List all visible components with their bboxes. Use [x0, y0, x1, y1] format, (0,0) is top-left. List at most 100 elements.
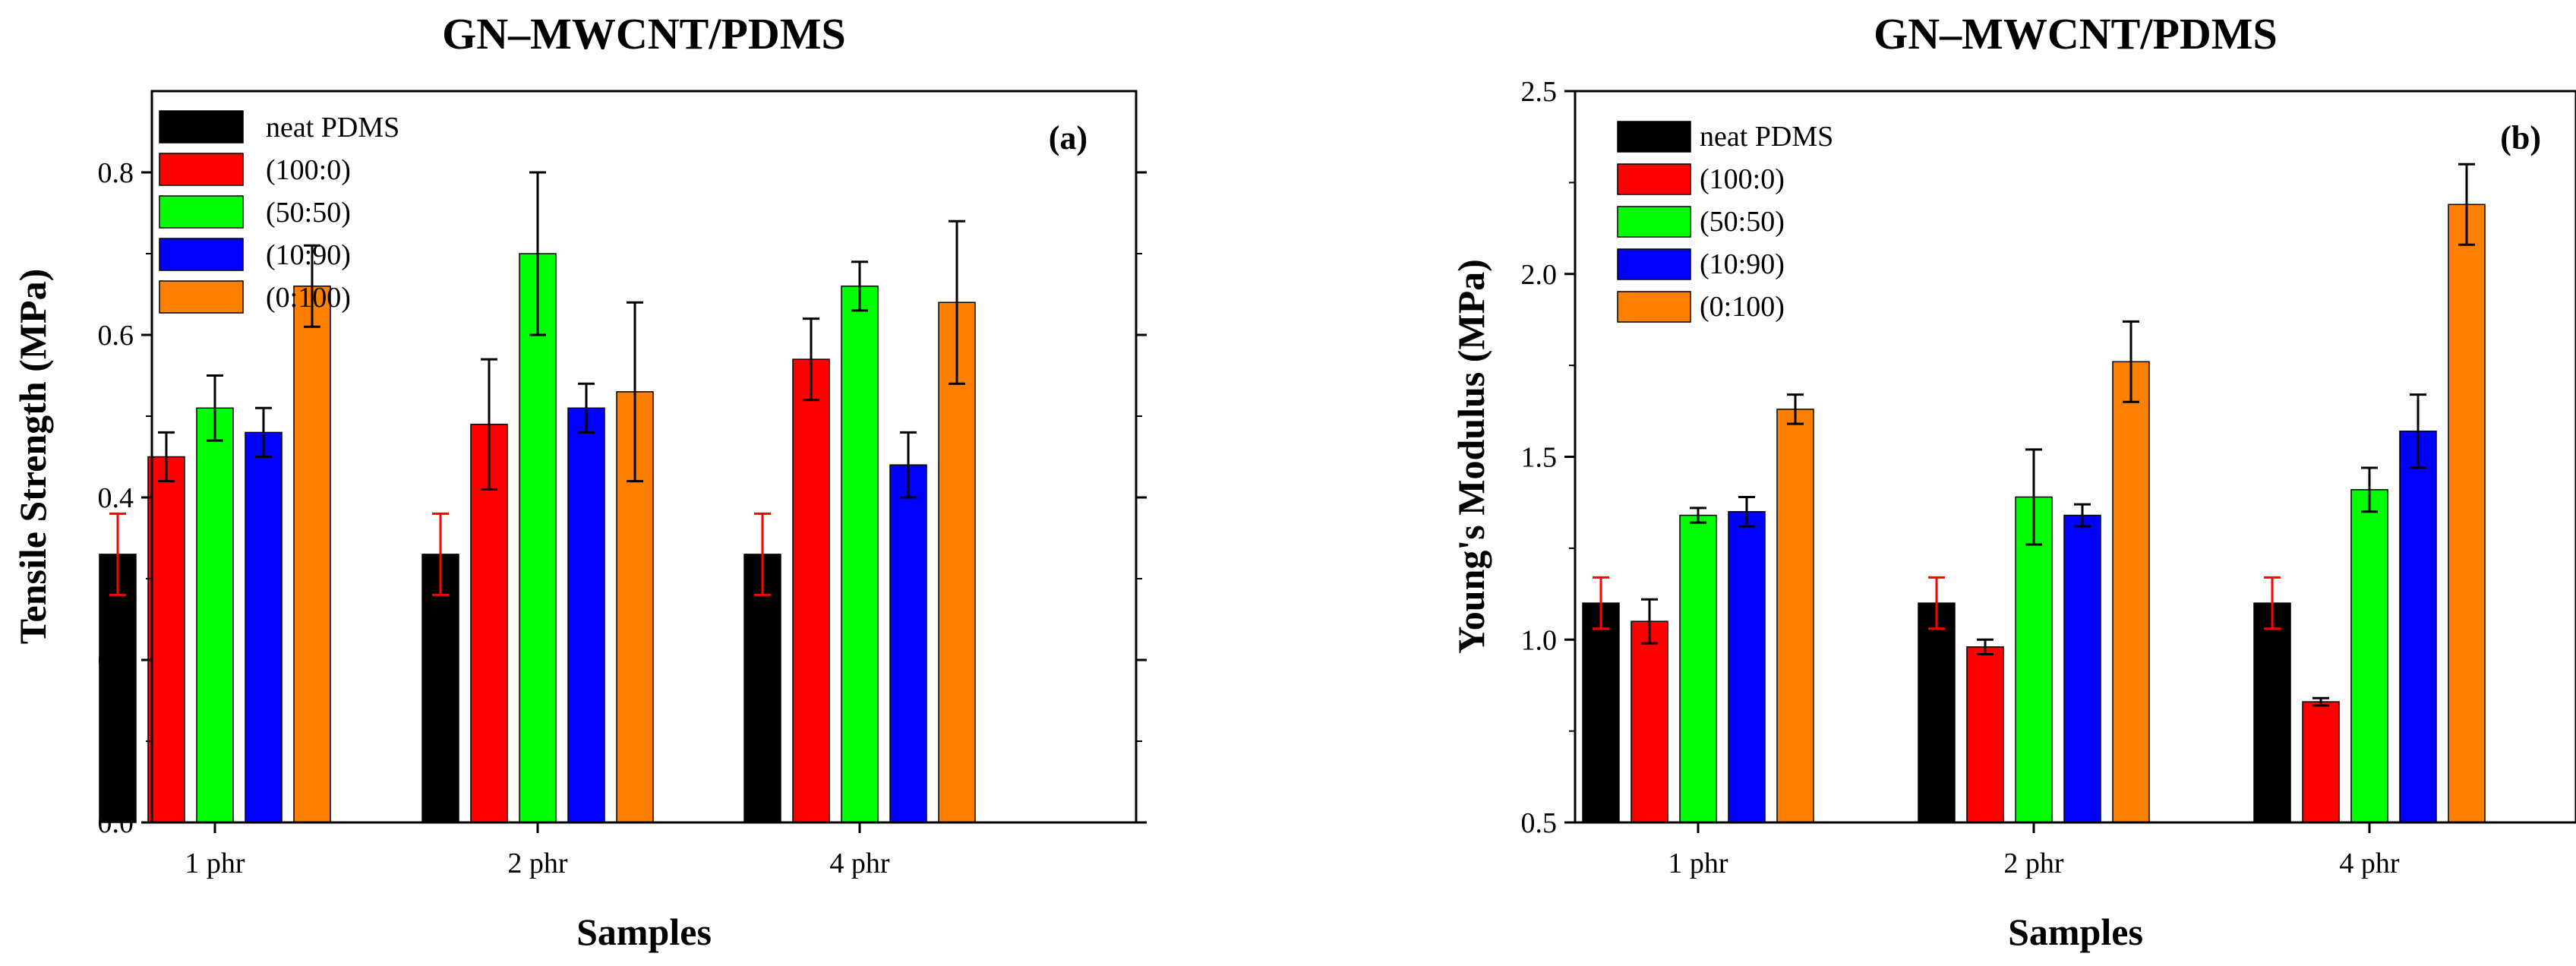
error-bar-b-s4-g2	[2458, 163, 2475, 246]
legend-b: neat PDMS (100:0) (50:50) (10:90) (0:100)	[1617, 121, 1833, 323]
bar-a-s3-g2	[889, 464, 927, 823]
error-bar-a-s0-g0	[109, 512, 126, 596]
legend-swatch-a-4	[159, 280, 244, 314]
error-bars-group-b	[1593, 163, 2475, 707]
y-ticks-a: 0.0 0.2 0.4 0.6 0.8	[98, 157, 1147, 839]
bar-a-s0-g1	[421, 554, 459, 823]
y-ticks-b: 0.5 1.0 1.5 2.0 2.5	[1521, 76, 1575, 839]
legend-swatch-b-3	[1617, 248, 1691, 280]
chart-title-a: GN–MWCNT/PDMS	[442, 9, 846, 58]
panel-label-a: (a)	[1049, 119, 1088, 156]
plot-frame-a	[150, 90, 1138, 824]
error-bar-b-s3-g0	[1738, 495, 1755, 528]
error-bar-b-s0-g1	[1928, 576, 1945, 630]
y-tick-label-a-4: 0.8	[98, 157, 134, 189]
error-bar-a-s4-g1	[627, 301, 643, 483]
panel-label-b: (b)	[2500, 119, 2541, 156]
legend-swatch-b-4	[1617, 291, 1691, 323]
bar-a-s2-g1	[519, 253, 557, 823]
y-tick-label-b-3: 2.0	[1521, 259, 1558, 291]
y-axis-label-a: Tensile Strength (MPa)	[11, 269, 54, 644]
bar-b-s1-g0	[1631, 620, 1668, 823]
bar-a-s1-g2	[792, 358, 830, 823]
bar-a-s0-g0	[99, 554, 137, 823]
bar-b-s1-g2	[2302, 701, 2340, 823]
y-tick-label-b-0: 0.5	[1521, 807, 1558, 839]
error-bar-a-s1-g1	[481, 358, 497, 491]
bar-b-s3-g1	[2063, 514, 2101, 823]
legend-label-b-2: (50:50)	[1700, 206, 1785, 238]
legend-swatch-a-2	[159, 195, 244, 229]
legend-label-b-4: (0:100)	[1700, 291, 1785, 323]
bar-b-s3-g0	[1728, 510, 1766, 823]
error-bar-b-s3-g1	[2074, 503, 2091, 528]
error-bar-a-s2-g1	[529, 171, 546, 336]
y-tick-label-a-0: 0.0	[98, 807, 134, 839]
chart-panel-a: GN–MWCNT/PDMS 0.0 0.2 0.4 0.6 0.8 1 phr 2 phr…	[11, 9, 1147, 953]
error-bar-a-s3-g2	[900, 431, 917, 499]
bar-b-s2-g0	[1679, 514, 1717, 823]
y-tick-label-a-3: 0.6	[98, 320, 134, 352]
legend-label-a-1: (100:0)	[266, 154, 351, 186]
error-bar-b-s0-g0	[1593, 576, 1609, 630]
bar-b-s4-g1	[2112, 361, 2150, 823]
legend-swatch-a-3	[159, 238, 244, 271]
error-bar-a-s0-g1	[432, 512, 449, 596]
error-bar-b-s2-g0	[1690, 507, 1706, 524]
legend-label-b-0: neat PDMS	[1700, 121, 1833, 153]
legend-label-a-4: (0:100)	[266, 282, 351, 314]
error-bar-a-s4-g0	[304, 244, 320, 328]
legend-label-a-3: (10:90)	[266, 239, 351, 271]
bar-b-s0-g2	[2253, 602, 2291, 823]
error-bar-b-s0-g2	[2264, 576, 2281, 630]
x-axis-label-a: Samples	[576, 911, 712, 953]
legend-label-b-1: (100:0)	[1700, 163, 1785, 195]
error-bar-b-s3-g2	[2410, 393, 2426, 469]
bar-a-s4-g2	[938, 301, 976, 823]
bar-a-s3-g1	[567, 407, 605, 823]
x-tick-label-b-1: 2 phr	[2003, 848, 2064, 879]
legend-label-a-2: (50:50)	[266, 197, 351, 229]
y-tick-label-a-1: 0.2	[98, 645, 134, 677]
error-bars-group-a	[109, 171, 965, 596]
bar-b-s3-g2	[2399, 431, 2437, 823]
chart-panel-b: GN–MWCNT/PDMS 0.5 1.0 1.5 2.0 2.5 1 phr 2 phr…	[1450, 9, 2576, 953]
error-bar-a-s0-g2	[754, 512, 771, 596]
x-axis-label-b: Samples	[2008, 911, 2143, 953]
legend-label-b-3: (10:90)	[1700, 248, 1785, 280]
bar-b-s2-g1	[2015, 496, 2053, 823]
bar-a-s1-g1	[470, 423, 508, 823]
error-bar-a-s3-g0	[255, 406, 272, 458]
bars-group-b	[1582, 204, 2486, 823]
y-tick-label-a-2: 0.4	[98, 482, 134, 514]
bar-a-s3-g0	[245, 431, 283, 823]
chart-title-b: GN–MWCNT/PDMS	[1874, 9, 2278, 58]
legend-swatch-b-2	[1617, 206, 1691, 238]
x-tick-label-b-2: 4 phr	[2339, 848, 2400, 879]
x-ticks-b: 1 phr 2 phr 4 phr	[1668, 822, 2400, 879]
y-tick-label-b-4: 2.5	[1521, 76, 1558, 108]
y-tick-label-b-2: 1.5	[1521, 442, 1558, 474]
x-tick-label-a-0: 1 phr	[185, 848, 245, 879]
error-bar-b-s4-g0	[1787, 393, 1804, 425]
error-bar-b-s1-g2	[2312, 696, 2329, 707]
legend-swatch-a-1	[159, 153, 244, 186]
error-bar-a-s1-g0	[158, 431, 175, 483]
legend-swatch-b-1	[1617, 163, 1691, 195]
y-axis-label-b: Young's Modulus (MPa)	[1450, 259, 1492, 654]
bar-a-s2-g0	[196, 407, 234, 823]
x-ticks-a: 1 phr 2 phr 4 phr	[185, 822, 890, 879]
bars-group-a	[99, 253, 976, 823]
bar-b-s4-g2	[2448, 204, 2486, 823]
bar-a-s2-g2	[841, 286, 879, 823]
bar-b-s2-g2	[2350, 489, 2388, 823]
legend-a: neat PDMS (100:0) (50:50) (10:90) (0:100)	[159, 110, 399, 314]
legend-swatch-a-0	[159, 110, 244, 144]
x-tick-label-a-1: 2 phr	[507, 848, 568, 879]
error-bar-a-s1-g2	[803, 317, 819, 402]
bar-b-s0-g0	[1582, 602, 1620, 823]
bar-a-s4-g0	[293, 286, 331, 823]
error-bar-b-s1-g1	[1977, 638, 1994, 656]
bar-a-s1-g0	[147, 456, 185, 823]
